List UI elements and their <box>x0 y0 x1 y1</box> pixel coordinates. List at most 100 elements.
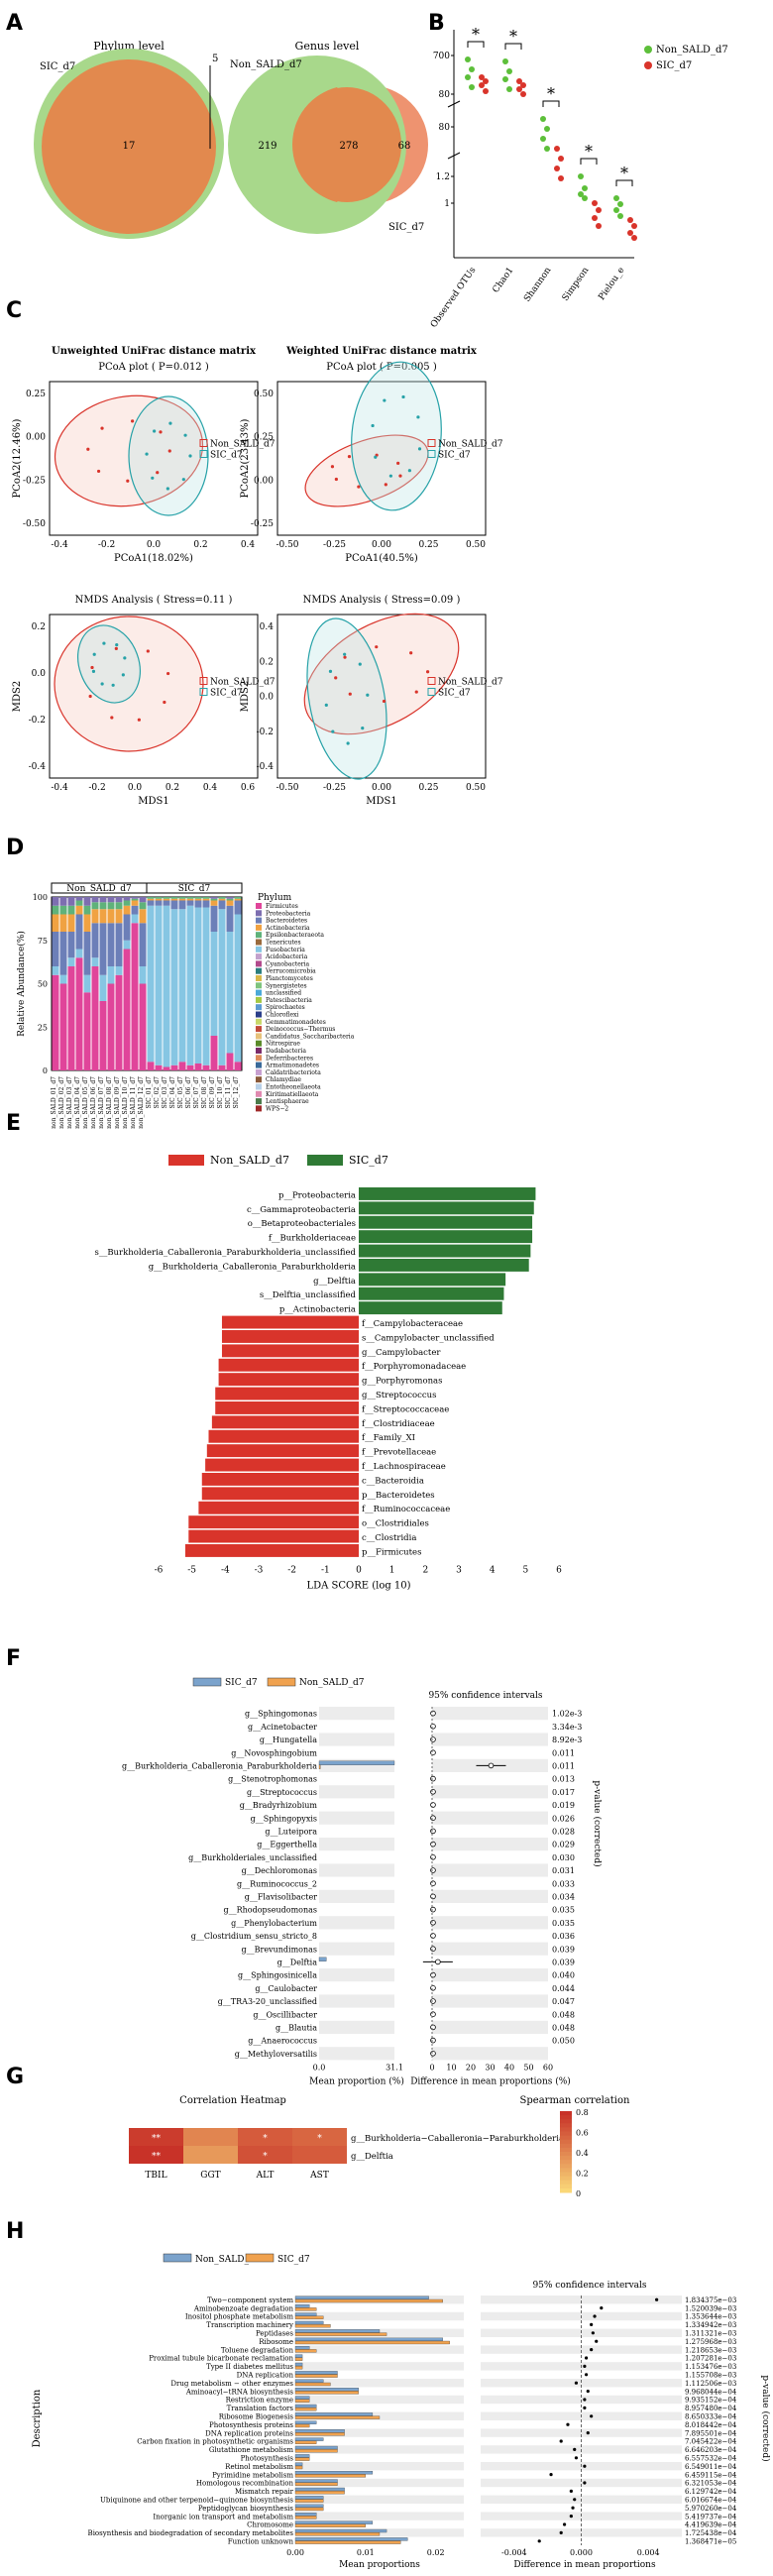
c-point <box>153 429 157 433</box>
c-point <box>346 741 350 745</box>
d-group2-label: SIC_d7 <box>178 884 211 894</box>
h-bar-sic <box>294 2408 317 2411</box>
venn-phylum-title: Phylum level <box>93 40 165 53</box>
e-bar <box>208 1429 359 1443</box>
h-bar-non <box>294 2388 359 2392</box>
b-point-sic <box>627 230 633 236</box>
h-bar-non <box>294 2471 374 2475</box>
f-p-value: 0.034 <box>552 1893 575 1902</box>
h-bar-non <box>294 2412 374 2416</box>
d-legend-swatch <box>256 910 262 917</box>
d-legend-label: Spirochaetes <box>266 1004 305 1011</box>
h-bar-sic <box>294 2399 310 2403</box>
c-point <box>324 703 328 707</box>
h-diff-point <box>559 2530 563 2534</box>
f-row-bg <box>432 1916 548 1930</box>
d-legend-swatch <box>256 1062 262 1068</box>
h-row-bg <box>295 2428 464 2437</box>
f-row-bg <box>432 1811 548 1825</box>
d-bar-segment <box>115 897 123 903</box>
f-p-value: 0.017 <box>552 1788 575 1797</box>
f-row-bg <box>319 2047 394 2061</box>
d-bar-segment <box>52 905 59 915</box>
g-col-label: TBIL <box>145 2171 166 2181</box>
panel-label-g: G <box>6 2065 24 2089</box>
g-cell <box>183 2128 238 2146</box>
d-bar-segment <box>83 932 91 975</box>
d-legend-swatch <box>256 967 262 974</box>
c-legend-sic-label: SIC_d7 <box>438 689 471 699</box>
c-plot-subtitle: PCoA plot ( P=0.005 ) <box>326 362 437 373</box>
d-bar-segment <box>155 1064 163 1070</box>
d-bar-segment <box>147 1062 155 1070</box>
d-bar-segment <box>186 898 194 901</box>
venn-genus-shared: 278 <box>339 141 358 152</box>
d-bar-segment <box>67 905 75 915</box>
b-xtick: Simpson <box>561 266 592 303</box>
c-xlabel: MDS1 <box>366 796 396 807</box>
c-point <box>100 426 104 430</box>
g-legend-tick: 0.6 <box>576 2129 589 2138</box>
h-p-value: 6.549011e−04 <box>685 2463 737 2471</box>
d-sample-label: non_SALD_10_d7 <box>122 1076 129 1129</box>
h-diff-point <box>549 2473 553 2477</box>
e-bar <box>206 1444 359 1458</box>
e-legend-non-label: Non_SALD_d7 <box>210 1154 289 1167</box>
h-row-bg <box>481 2428 682 2437</box>
c-ylabel: MDS2 <box>240 681 251 712</box>
h-bar-sic <box>294 2357 303 2361</box>
e-bar <box>218 1373 359 1387</box>
e-bar-label: p__Actinobacteria <box>279 1305 356 1315</box>
c-ytick: -0.50 <box>23 519 46 529</box>
b-point-sic <box>554 146 560 152</box>
d-bar-segment <box>155 905 163 1065</box>
b-xtick: Shannon <box>522 266 553 304</box>
b-sig-bracket <box>504 43 522 50</box>
d-legend-swatch <box>256 960 262 967</box>
c-legend-sic-box <box>199 688 208 696</box>
c-point <box>131 419 135 423</box>
f-legend-sic-label: SIC_d7 <box>225 1678 258 1688</box>
d-legend-label: Patescibacteria <box>266 997 312 1004</box>
c-xtick: 0.4 <box>203 783 218 793</box>
c-legend-non-label: Non_SALD_d7 <box>438 440 503 450</box>
f-xtick-right: 50 <box>523 2063 533 2072</box>
h-p-value: 1.275968e−03 <box>685 2338 736 2346</box>
kegg-extended-errorbar: Non_SALD_d7 SIC_d7 95% confidence interval… <box>32 2253 771 2570</box>
d-legend-label: Deferribacteres <box>266 1055 313 1062</box>
b-point-sic <box>558 156 564 162</box>
f-xtick-right: 0 <box>429 2063 434 2072</box>
h-row-label: Proximal tubule bicarbonate reclamation <box>149 2355 293 2363</box>
g-cell <box>129 2128 183 2146</box>
c-ytick: 0.25 <box>26 390 46 399</box>
b-point-non <box>613 195 619 201</box>
h-bar-non <box>294 2346 310 2350</box>
h-xtick-left: 0.02 <box>427 2548 445 2557</box>
b-point-sic <box>520 91 526 97</box>
e-bar-label: f__Ruminococcaceae <box>362 1505 450 1514</box>
h-legend-non-swatch <box>163 2253 192 2263</box>
c-point <box>163 700 166 705</box>
f-diff-point <box>430 1998 436 2004</box>
b-xtick: Chao1 <box>492 266 516 295</box>
d-sample-label: SIC_05_d7 <box>177 1076 184 1109</box>
c-point <box>347 455 352 459</box>
f-diff-point <box>430 2037 436 2044</box>
f-row-bg <box>432 1733 548 1746</box>
h-xlabel-left: Mean proportions <box>339 2560 420 2570</box>
g-legend-step <box>560 2156 572 2161</box>
h-p-value: 1.311321e−03 <box>685 2330 736 2338</box>
c-point <box>382 699 386 704</box>
f-row-label: g__Blautia <box>276 2024 317 2033</box>
d-bar-segment <box>163 900 170 906</box>
b-point-non <box>617 213 623 219</box>
f-row-label: g__Bradyrhizobium <box>240 1801 318 1810</box>
e-xtick: -5 <box>187 1565 196 1575</box>
b-sig-star: * <box>547 84 555 103</box>
f-row-label: g__Sphingopyxis <box>251 1814 317 1823</box>
d-legend-label: Firmicutes <box>266 903 298 910</box>
d-bar-segment <box>139 923 147 966</box>
g-legend-step <box>560 2123 572 2128</box>
h-bar-sic <box>294 2423 310 2428</box>
h-ylabel: Description <box>32 2389 43 2447</box>
